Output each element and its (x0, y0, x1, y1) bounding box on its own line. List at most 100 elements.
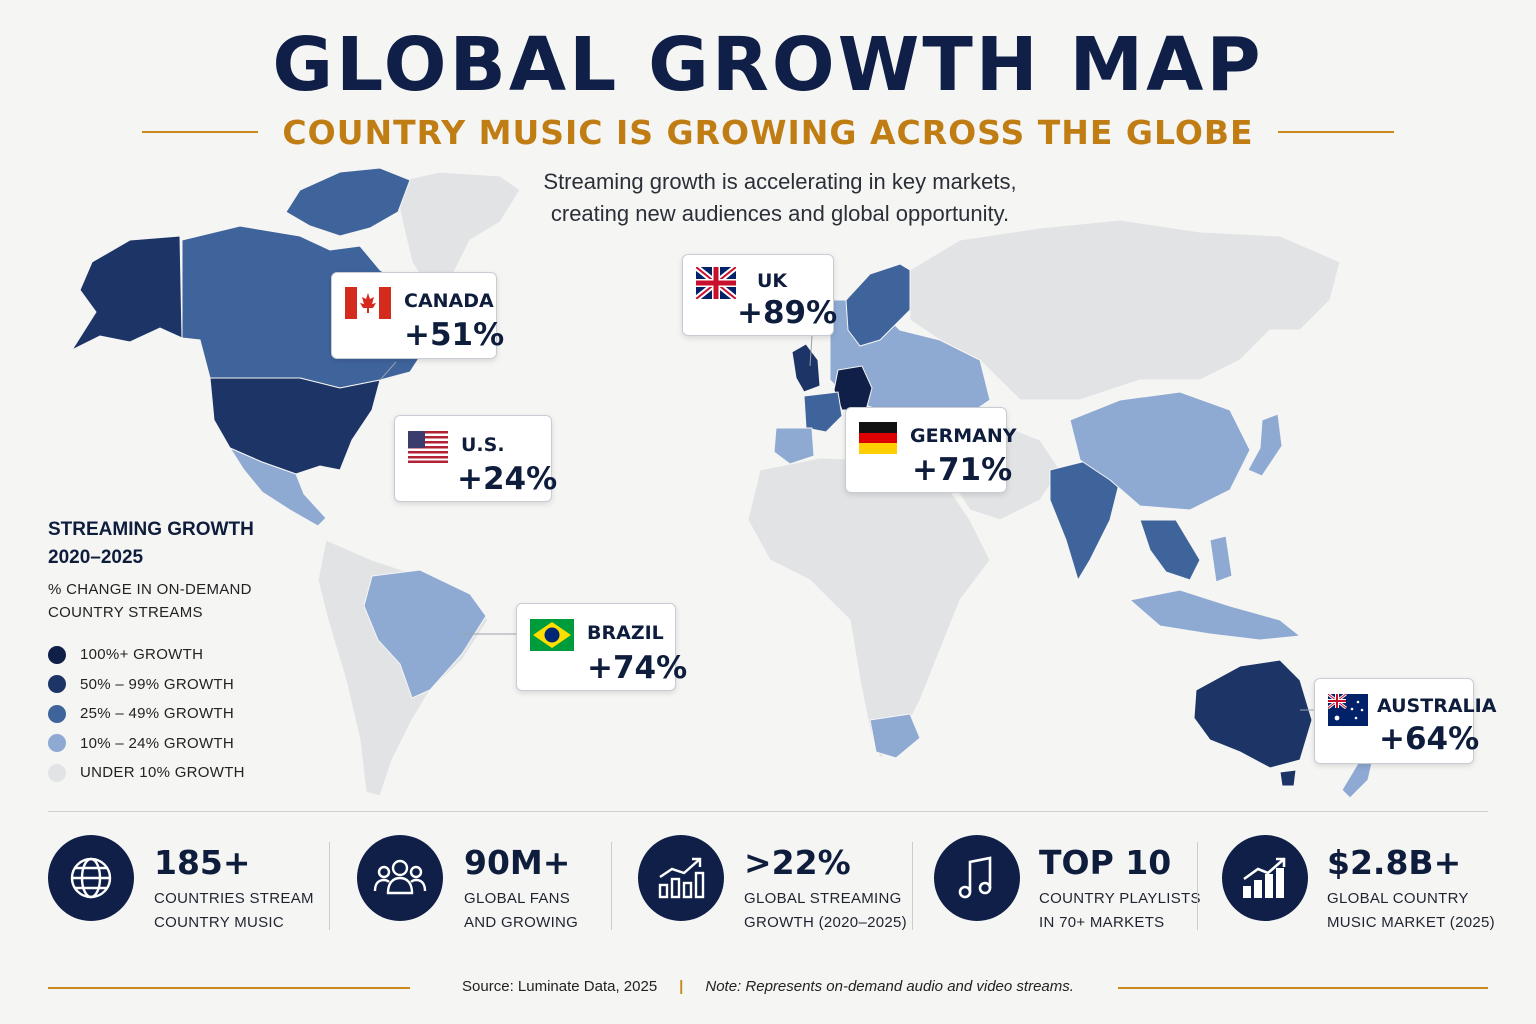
footer-separator: | (679, 977, 684, 995)
callout-us-growth: +24% (457, 461, 558, 497)
callout-leader-lines (379, 335, 1314, 711)
stat-label: COUNTRIES STREAM COUNTRY MUSIC (154, 887, 314, 935)
stat-separator (329, 842, 330, 930)
stat-label-line-2: MUSIC MARKET (2025) (1327, 914, 1495, 931)
usa-region (209, 377, 381, 475)
market-chart-icon (1222, 835, 1308, 921)
canada-flag-icon (345, 287, 391, 319)
callout-germany: GERMANY +71% (845, 407, 1016, 493)
legend-item: 10% – 24% GROWTH (48, 729, 338, 759)
stat-label-line-2: IN 70+ MARKETS (1039, 914, 1165, 931)
stat-separator (912, 842, 913, 930)
stat-market: $2.8B+ GLOBAL COUNTRY MUSIC MARKET (2025… (1222, 835, 1495, 939)
southeast-asia-region (1139, 519, 1201, 581)
canada-arctic-islands (285, 167, 411, 237)
australia-flag-icon (1328, 694, 1368, 726)
stat-label: GLOBAL FANS AND GROWING (464, 887, 578, 935)
legend-swatch (48, 645, 66, 664)
alaska-region (70, 235, 183, 352)
stat-separator (1197, 842, 1198, 930)
legend-item: 25% – 49% GROWTH (48, 699, 338, 729)
stat-label-line-2: AND GROWING (464, 914, 579, 931)
legend-item-label: 100%+ GROWTH (80, 646, 204, 664)
africa-region (747, 457, 991, 759)
stat-value: >22% (744, 843, 851, 882)
stat-fans: 90M+ GLOBAL FANS AND GROWING (357, 835, 597, 939)
intro-line-1: Streaming growth is accelerating in key … (543, 169, 1017, 194)
stat-separator (611, 842, 612, 930)
brazil-region (363, 569, 487, 699)
legend-title-line-2: 2020–2025 (48, 547, 144, 568)
footer: Source: Luminate Data, 2025 | Note: Repr… (0, 975, 1536, 997)
stat-label-line-2: GROWTH (2020–2025) (744, 914, 907, 931)
stat-label: GLOBAL COUNTRY MUSIC MARKET (2025) (1327, 887, 1495, 935)
callout-uk: UK +89% (682, 254, 837, 336)
globe-icon (48, 835, 134, 921)
callout-uk-country: UK (757, 270, 788, 292)
stat-label: COUNTRY PLAYLISTS IN 70+ MARKETS (1039, 887, 1201, 935)
china-region (1069, 391, 1251, 511)
south-africa-region (869, 713, 921, 759)
australia-region (1193, 659, 1313, 769)
people-icon (357, 835, 443, 921)
callout-us-country: U.S. (461, 434, 505, 456)
stat-playlists: TOP 10 COUNTRY PLAYLISTS IN 70+ MARKETS (934, 835, 1201, 939)
stat-label-line-1: GLOBAL STREAMING (744, 890, 902, 907)
stat-value: 185+ (154, 843, 251, 882)
stat-label-line-1: COUNTRIES STREAM (154, 890, 314, 907)
japan-region (1247, 413, 1283, 477)
stat-value: $2.8B+ (1327, 843, 1462, 882)
legend-item-label: 25% – 49% GROWTH (80, 705, 235, 723)
russia-region (909, 219, 1341, 401)
callout-germany-growth: +71% (912, 452, 1013, 488)
footer-note: Note: Represents on-demand audio and vid… (705, 977, 1074, 995)
germany-flag-icon (859, 422, 897, 454)
canada-leader (379, 361, 397, 381)
uk-flag-icon (696, 267, 736, 299)
indonesia-region (1128, 589, 1302, 641)
callout-australia-country: AUSTRALIA (1377, 695, 1497, 717)
subtitle-row: COUNTRY MUSIC IS GROWING ACROSS THE GLOB… (0, 110, 1536, 154)
footer-rule-right (1118, 987, 1488, 989)
stat-label-line-2: COUNTRY MUSIC (154, 914, 285, 931)
west-europe-region (803, 391, 843, 433)
callout-canada-growth: +51% (404, 317, 505, 353)
music-note-icon (934, 835, 1020, 921)
uk-leader (809, 335, 813, 367)
legend-swatch (48, 704, 66, 723)
mexico-region (228, 446, 327, 527)
callout-canada-country: CANADA (404, 290, 494, 312)
callout-brazil-country: BRAZIL (587, 622, 664, 644)
legend-item: UNDER 10% GROWTH (48, 758, 338, 788)
stat-value: 90M+ (464, 843, 571, 882)
growth-chart-icon (638, 835, 724, 921)
legend-subtitle: % CHANGE IN ON-DEMAND COUNTRY STREAMS (48, 578, 338, 624)
stat-value: TOP 10 (1039, 843, 1172, 882)
subtitle-rule-right (1277, 131, 1394, 133)
subtitle-rule-left (142, 131, 259, 133)
callout-us: U.S. +24% (394, 415, 557, 502)
greenland-region (394, 171, 521, 291)
footer-rule-left (48, 987, 410, 989)
stat-label-line-1: GLOBAL FANS (464, 890, 571, 907)
intro-text: Streaming growth is accelerating in key … (460, 166, 1100, 230)
callout-australia-growth: +64% (1379, 721, 1480, 757)
legend-item: 50% – 99% GROWTH (48, 670, 338, 700)
stat-countries: 185+ COUNTRIES STREAM COUNTRY MUSIC (48, 835, 318, 939)
legend-swatch (48, 763, 66, 782)
legend-subtitle-line-2: COUNTRY STREAMS (48, 604, 203, 621)
stats-divider (48, 811, 1488, 812)
legend-item-label: 10% – 24% GROWTH (80, 734, 235, 752)
stat-streaming-growth: >22% GLOBAL STREAMING GROWTH (2020–2025) (638, 835, 908, 939)
intro-line-2: creating new audiences and global opport… (550, 201, 1010, 226)
brazil-flag-icon (530, 619, 574, 651)
us-flag-icon (408, 431, 448, 463)
iberia-region (773, 427, 815, 465)
page-subtitle: COUNTRY MUSIC IS GROWING ACROSS THE GLOB… (282, 112, 1254, 152)
philippines-region (1209, 535, 1233, 583)
map-legend: STREAMING GROWTH 2020–2025 % CHANGE IN O… (48, 516, 338, 788)
uk-region (791, 343, 821, 393)
stat-label-line-1: COUNTRY PLAYLISTS (1039, 890, 1201, 907)
callout-brazil-growth: +74% (587, 650, 688, 686)
legend-item: 100%+ GROWTH (48, 640, 338, 670)
